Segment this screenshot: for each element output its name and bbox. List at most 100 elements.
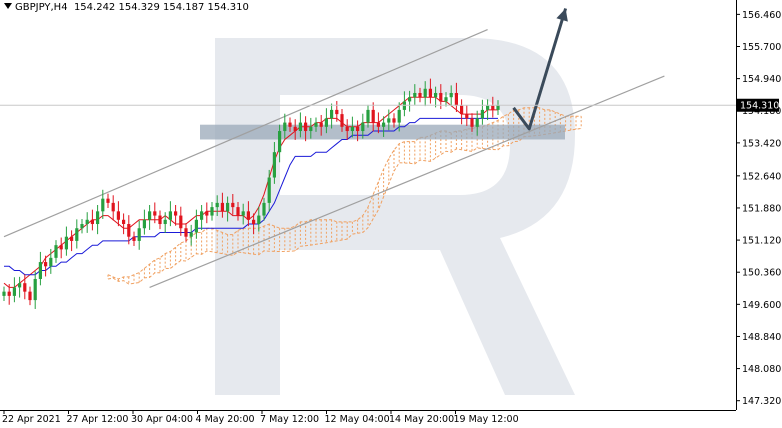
x-tick-label: 27 Apr 12:00 (67, 414, 129, 425)
senkou-span-b (107, 127, 582, 285)
candle-body (257, 215, 261, 225)
y-tick-label: 154.940 (742, 74, 781, 85)
y-tick-label: 150.360 (742, 268, 781, 279)
candle-body (330, 109, 334, 119)
candle-body (236, 207, 240, 216)
candle-body (241, 211, 245, 216)
candle-body (454, 92, 458, 106)
candle-body (345, 126, 349, 132)
candle-body (38, 262, 42, 279)
candle-body (70, 236, 74, 241)
candle-body (148, 211, 152, 220)
candle-body (288, 122, 292, 127)
ichimoku-cloud (107, 107, 582, 285)
candle-body (371, 109, 375, 123)
candle-body (231, 202, 235, 208)
candle-body (174, 211, 178, 216)
candle-body (298, 122, 302, 132)
support-zone (200, 124, 565, 140)
candle-body (33, 278, 37, 301)
candle-body (49, 257, 53, 267)
senkou-span-a (107, 107, 582, 280)
y-tick-label: 148.840 (742, 332, 781, 343)
candle-body (444, 97, 448, 102)
y-tick-label: 155.700 (742, 42, 781, 53)
candle-body (418, 92, 422, 98)
support-zone-band (200, 124, 565, 140)
candle-body (158, 215, 162, 225)
y-tick-label: 149.600 (742, 300, 781, 311)
forecast-arrow-head (556, 8, 568, 22)
forecast-path (512, 8, 568, 131)
candle-body (465, 114, 469, 119)
candle-body (28, 291, 32, 301)
candle-body (475, 118, 479, 127)
candle-body (267, 177, 271, 203)
candle-body (122, 219, 126, 225)
candle-body (382, 122, 386, 127)
candle-body (314, 122, 318, 127)
watermark-logo (215, 38, 575, 395)
y-tick-label: 151.880 (742, 203, 781, 214)
candle-body (54, 245, 58, 258)
x-tick-label: 7 May 12:00 (260, 414, 319, 425)
candle-body (413, 92, 417, 98)
candle-body (361, 122, 365, 132)
dropdown-icon[interactable] (4, 3, 12, 9)
candle-body (210, 207, 214, 216)
candle-body (12, 287, 16, 296)
candle-body (496, 105, 500, 110)
candle-body (205, 211, 209, 216)
x-tick-label: 12 May 04:00 (325, 414, 390, 425)
candle-body (127, 224, 131, 237)
x-tick-label: 19 May 12:00 (454, 414, 519, 425)
candle-body (293, 126, 297, 132)
candle-body (215, 202, 219, 208)
y-tick-label: 153.420 (742, 138, 781, 149)
candle-body (262, 202, 266, 216)
candle-body (75, 228, 79, 241)
symbol-label: GBPJPY,H4 (15, 2, 68, 13)
candle-body (137, 228, 141, 241)
candle-body (2, 291, 6, 296)
kijun-sen-line (4, 117, 498, 276)
candle-body (387, 118, 391, 123)
x-tick-label: 22 Apr 2021 (2, 414, 61, 425)
candle-body (85, 219, 89, 225)
candle-body (439, 92, 443, 102)
candle-body (278, 131, 282, 153)
candle-body (220, 202, 224, 212)
candle-body (18, 283, 22, 288)
candle-body (486, 105, 490, 110)
forecast-arrow (512, 8, 568, 131)
candle-body (189, 232, 193, 237)
current-price-label: 154.310 (740, 101, 779, 112)
channel-lower-line (149, 75, 665, 288)
candle-body (252, 219, 256, 225)
candle-body (408, 97, 412, 102)
candle-body (434, 92, 438, 98)
candle-body (179, 215, 183, 229)
candle-body (132, 236, 136, 241)
candle-body (449, 92, 453, 98)
candle-body (7, 291, 11, 296)
logo-mark (215, 38, 575, 395)
candle-body (428, 88, 432, 98)
candle-body (90, 219, 94, 225)
candle-body (491, 105, 495, 110)
candle-body (163, 219, 167, 225)
candle-body (272, 152, 276, 178)
candle-body (319, 122, 323, 127)
candle-body (392, 118, 396, 123)
candle-body (350, 126, 354, 132)
candle-body (142, 219, 146, 229)
candle-body (304, 122, 308, 132)
candle-body (246, 211, 250, 220)
candle-body (226, 202, 230, 212)
y-tick-label: 151.120 (742, 236, 781, 247)
candle-body (335, 109, 339, 115)
candle-body (423, 88, 427, 98)
candles (2, 78, 500, 309)
channel-upper-line (3, 29, 488, 238)
